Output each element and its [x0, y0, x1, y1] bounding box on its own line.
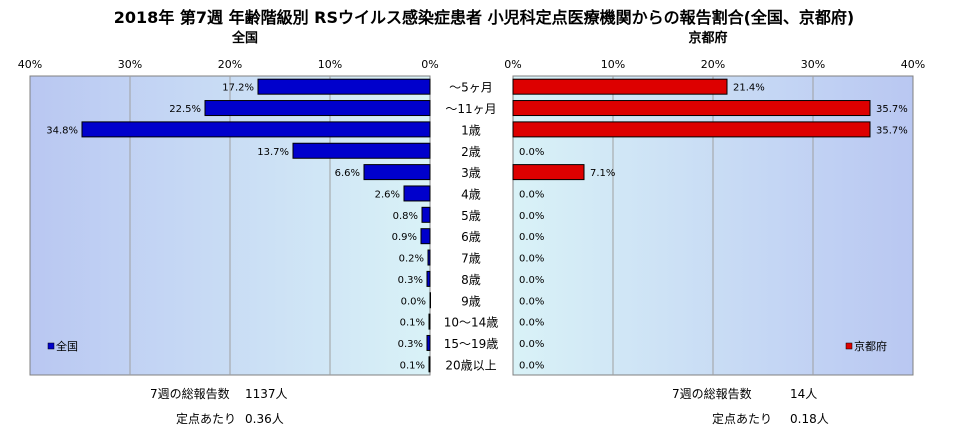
age-category-label: 7歳	[461, 252, 481, 266]
kyoto-data-label: 0.0%	[519, 339, 544, 350]
national-tick-label: 40%	[18, 58, 42, 71]
national-tick-label: 10%	[318, 58, 342, 71]
age-category-label: 9歳	[461, 294, 481, 308]
national-bar	[363, 164, 431, 181]
national-bar	[81, 121, 431, 138]
kyoto-bar	[512, 100, 871, 117]
national-data-label: 6.6%	[335, 168, 360, 179]
national-bar	[428, 356, 431, 373]
kyoto-legend-label: 京都府	[854, 339, 887, 353]
national-bar	[204, 100, 431, 117]
kyoto-tick-label: 40%	[901, 58, 925, 71]
national-bar	[257, 78, 431, 95]
age-category-label: 10～14歳	[444, 316, 499, 330]
national-tick-label: 20%	[218, 58, 242, 71]
kyoto-panel-title: 京都府	[688, 30, 727, 46]
kyoto-data-label: 0.0%	[519, 275, 544, 286]
age-category-label: 6歳	[461, 230, 481, 244]
kyoto-tick-label: 20%	[701, 58, 725, 71]
national-total-label: 7週の総報告数	[150, 387, 230, 401]
kyoto-panel: 0% 10% 20% 30% 40% 京都府 21.4% 35.7% 35.7% 0.0% 7.1%…	[504, 30, 925, 376]
national-data-label: 0.2%	[399, 254, 424, 265]
age-category-label: 20歳以上	[445, 358, 496, 372]
kyoto-data-label: 35.7%	[876, 125, 908, 136]
national-data-label: 22.5%	[169, 104, 201, 115]
national-tick-label: 0%	[421, 58, 438, 71]
national-panel-title: 全国	[231, 30, 258, 46]
national-data-label: 17.2%	[222, 83, 254, 94]
age-category-label: 8歳	[461, 273, 481, 287]
kyoto-bar	[512, 164, 585, 181]
kyoto-legend-swatch	[845, 342, 853, 350]
national-bar	[292, 142, 431, 159]
kyoto-data-label: 0.0%	[519, 147, 544, 158]
national-data-label: 0.1%	[400, 360, 425, 371]
national-data-label: 0.3%	[398, 339, 423, 350]
national-bar	[403, 185, 431, 202]
national-bar	[421, 206, 431, 223]
age-category-label: 2歳	[461, 145, 481, 159]
kyoto-data-label: 0.0%	[519, 296, 544, 307]
national-per-label: 定点あたり	[175, 412, 236, 426]
national-tick-label: 30%	[118, 58, 142, 71]
national-bar	[426, 334, 431, 351]
national-data-label: 34.8%	[46, 125, 78, 136]
kyoto-per-value: 0.18人	[790, 412, 829, 426]
national-bar	[427, 249, 431, 266]
age-category-label: 4歳	[461, 187, 481, 201]
kyoto-data-label: 0.0%	[519, 254, 544, 265]
national-bar	[428, 313, 431, 330]
national-data-label: 0.8%	[393, 211, 418, 222]
kyoto-tick-label: 30%	[801, 58, 825, 71]
age-category-label: 5歳	[461, 209, 481, 223]
kyoto-data-label: 0.0%	[519, 318, 544, 329]
national-total-value: 1137人	[245, 387, 288, 401]
age-category-label: ～5ヶ月	[449, 81, 493, 95]
age-category-label: 15～19歳	[444, 337, 499, 351]
national-data-label: 2.6%	[375, 189, 400, 200]
national-legend-label: 全国	[56, 339, 78, 353]
national-per-value: 0.36人	[245, 412, 284, 426]
age-category-label: ～11ヶ月	[445, 102, 496, 116]
kyoto-data-label: 0.0%	[519, 360, 544, 371]
kyoto-data-label: 0.0%	[519, 232, 544, 243]
kyoto-total-label: 7週の総報告数	[672, 387, 752, 401]
kyoto-per-label: 定点あたり	[711, 412, 772, 426]
kyoto-tick-label: 10%	[601, 58, 625, 71]
kyoto-data-label: 0.0%	[519, 211, 544, 222]
age-category-label: 1歳	[461, 123, 481, 137]
age-category-labels: ～5ヶ月 ～11ヶ月 1歳 2歳 3歳 4歳 5歳 6歳 7歳 8歳 9歳 10～14歳 15～19歳 2…	[444, 81, 499, 373]
national-bar	[429, 292, 431, 309]
kyoto-data-label: 0.0%	[519, 189, 544, 200]
kyoto-tick-label: 0%	[504, 58, 521, 71]
national-legend-swatch	[47, 342, 55, 350]
national-data-label: 0.9%	[392, 232, 417, 243]
national-bar	[426, 270, 431, 287]
kyoto-data-label: 7.1%	[590, 168, 615, 179]
national-data-label: 0.3%	[398, 275, 423, 286]
national-data-label: 13.7%	[257, 147, 289, 158]
national-data-label: 0.0%	[401, 296, 426, 307]
kyoto-total-value: 14人	[790, 387, 818, 401]
kyoto-bar	[512, 78, 728, 95]
national-panel: 40% 30% 20% 10% 0% 全国 17.2% 22.5% 34.8% 13.7% 6.6%…	[18, 30, 439, 376]
kyoto-data-label: 35.7%	[876, 104, 908, 115]
kyoto-bar	[512, 121, 871, 138]
kyoto-data-label: 21.4%	[733, 83, 765, 94]
age-category-label: 3歳	[461, 166, 481, 180]
national-data-label: 0.1%	[400, 318, 425, 329]
national-bar	[420, 228, 431, 245]
chart-title: 2018年 第7週 年齢階級別 RSウイルス感染症患者 小児科定点医療機関からの…	[113, 8, 855, 27]
